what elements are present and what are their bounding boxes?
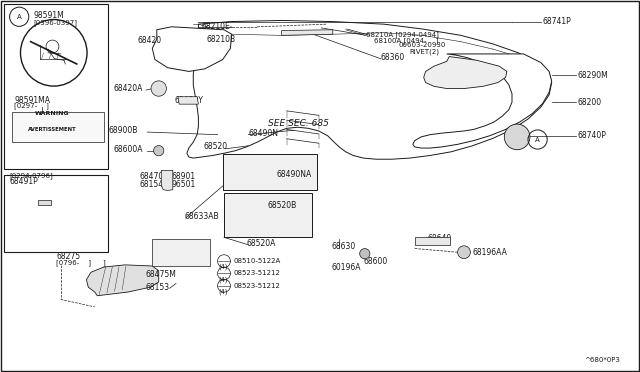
Text: 68196AA: 68196AA	[472, 248, 507, 257]
Text: (4): (4)	[218, 276, 227, 283]
Text: 08510-5122A: 08510-5122A	[234, 258, 281, 264]
Text: [0396-0397]: [0396-0397]	[33, 19, 77, 26]
FancyBboxPatch shape	[4, 175, 108, 252]
Text: 68491P: 68491P	[10, 177, 38, 186]
Polygon shape	[178, 97, 198, 104]
Text: 68154: 68154	[140, 180, 164, 189]
Text: 68210E: 68210E	[202, 22, 230, 31]
Text: 98591M: 98591M	[33, 11, 64, 20]
Circle shape	[360, 248, 370, 259]
Text: 68420: 68420	[138, 36, 162, 45]
Text: 68633AB: 68633AB	[184, 212, 219, 221]
Text: 68360: 68360	[381, 53, 405, 62]
Text: 68153: 68153	[146, 283, 170, 292]
Text: 68900B: 68900B	[109, 126, 138, 135]
Text: 68490NA: 68490NA	[276, 170, 312, 179]
Text: 68520A: 68520A	[246, 239, 276, 248]
Text: 68290M: 68290M	[577, 71, 608, 80]
Text: 68210B: 68210B	[206, 35, 236, 44]
Text: 68490N: 68490N	[248, 129, 278, 138]
Text: [0294-0796]: [0294-0796]	[10, 172, 53, 179]
Text: 00603-20930: 00603-20930	[399, 42, 446, 48]
Text: 96501: 96501	[172, 180, 196, 189]
Text: 68640: 68640	[428, 234, 452, 243]
Text: (4): (4)	[218, 289, 227, 295]
Circle shape	[151, 81, 166, 96]
Text: ^680*0P3: ^680*0P3	[584, 357, 620, 363]
Text: 68420A: 68420A	[114, 84, 143, 93]
Text: AVERTISSEMENT: AVERTISSEMENT	[28, 127, 77, 132]
Text: 68600: 68600	[364, 257, 388, 266]
Polygon shape	[413, 54, 552, 148]
Text: 68490Y: 68490Y	[174, 96, 203, 105]
Polygon shape	[86, 265, 159, 296]
Circle shape	[458, 246, 470, 259]
Text: 68100A [0494-    ]: 68100A [0494- ]	[374, 37, 438, 44]
Text: 68210A [0294-0494]: 68210A [0294-0494]	[366, 31, 439, 38]
FancyBboxPatch shape	[415, 237, 450, 245]
Text: [0297-    ]: [0297- ]	[14, 103, 49, 109]
FancyBboxPatch shape	[152, 239, 210, 266]
Text: 68901: 68901	[172, 172, 196, 181]
Polygon shape	[152, 27, 232, 71]
Text: (4): (4)	[218, 264, 227, 270]
Text: 68520: 68520	[204, 142, 228, 151]
Polygon shape	[187, 20, 552, 159]
Text: A: A	[535, 137, 540, 142]
Text: 60196A: 60196A	[332, 263, 361, 272]
Text: 68741P: 68741P	[543, 17, 572, 26]
Text: RIVET(2): RIVET(2)	[410, 48, 440, 55]
Text: A: A	[17, 14, 22, 20]
Text: 68520B: 68520B	[268, 201, 297, 210]
Text: 68630: 68630	[332, 242, 356, 251]
Circle shape	[154, 145, 164, 156]
Text: ]: ]	[102, 259, 105, 266]
FancyBboxPatch shape	[223, 154, 317, 190]
Text: 98591MA: 98591MA	[14, 96, 50, 105]
Polygon shape	[38, 200, 51, 205]
Text: 08523-51212: 08523-51212	[234, 283, 280, 289]
Text: 68200: 68200	[577, 98, 602, 107]
Text: WARNING: WARNING	[35, 111, 70, 116]
FancyBboxPatch shape	[4, 4, 108, 169]
Polygon shape	[424, 57, 507, 89]
FancyBboxPatch shape	[224, 193, 312, 237]
Circle shape	[504, 124, 530, 150]
Text: SEE SEC. 685: SEE SEC. 685	[268, 119, 328, 128]
FancyBboxPatch shape	[12, 112, 104, 142]
Text: 68600A: 68600A	[114, 145, 143, 154]
Text: 68740P: 68740P	[577, 131, 606, 140]
Polygon shape	[161, 170, 173, 190]
Text: 08523-51212: 08523-51212	[234, 270, 280, 276]
Text: [0796-    ]: [0796- ]	[56, 259, 92, 266]
Polygon shape	[282, 30, 333, 35]
Text: 68475M: 68475M	[146, 270, 177, 279]
Text: 68275: 68275	[56, 252, 81, 261]
Text: 68470: 68470	[140, 172, 164, 181]
